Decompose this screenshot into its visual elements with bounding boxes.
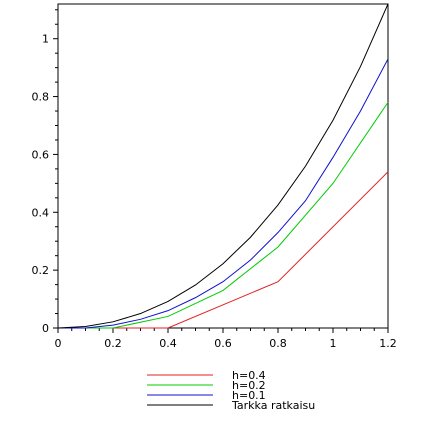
x-axis: 0 0.2 0.4 0.6 0.8 1 1.2 [55, 328, 397, 350]
series-lines [57, 3, 389, 329]
x-tick-label: 1.2 [379, 337, 397, 350]
y-tick-label: 0.2 [32, 264, 50, 277]
y-tick-label: 0.8 [32, 91, 50, 104]
x-tick-label: 0 [55, 337, 62, 350]
x-tick-label: 0.6 [214, 337, 232, 350]
x-tick-label: 0.8 [269, 337, 287, 350]
series-line-2 [58, 58, 389, 329]
y-tick-label: 0.6 [32, 148, 50, 161]
legend-label-3: Tarkka ratkaisu [231, 399, 315, 412]
legend-label-0: h=0.4 [232, 369, 266, 382]
series-line-3 [57, 3, 389, 329]
series-line-0 [58, 171, 389, 329]
y-tick-label: 1 [42, 33, 49, 46]
plot-frame [57, 3, 389, 329]
legend-label-1: h=0.2 [232, 379, 266, 392]
y-tick-label: 0 [42, 322, 49, 335]
y-tick-label: 0.4 [32, 206, 50, 219]
plot-border [57, 3, 389, 329]
x-tick-label: 1 [330, 337, 337, 350]
legend-label-2: h=0.1 [232, 389, 266, 402]
series-line-1 [58, 102, 389, 329]
x-tick-label: 0.2 [104, 337, 122, 350]
x-tick-label: 0.4 [159, 337, 177, 350]
y-axis: 0 0.2 0.4 0.6 0.8 1 [32, 9, 58, 335]
